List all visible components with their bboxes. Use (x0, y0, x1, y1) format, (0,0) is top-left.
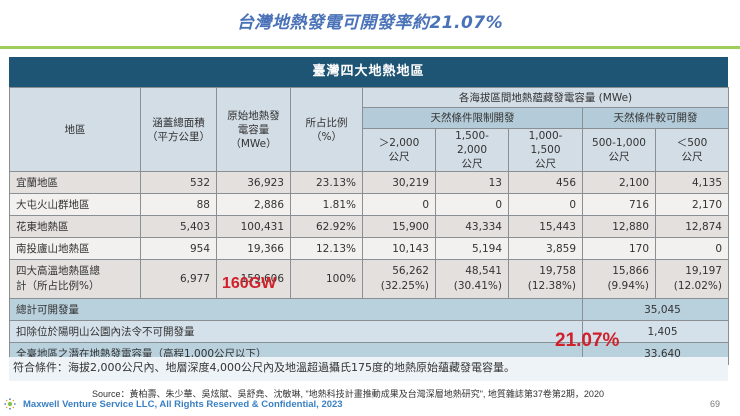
table-title: 臺灣四大地熱地區 (9, 57, 728, 87)
annotation-developable-pct: 21.07% (555, 330, 620, 351)
header-area: 涵蓋總面積（平方公里） (140, 87, 217, 172)
source-citation: Source：黃柏壽、朱少華、吳炫賦、吳舒堯、沈敏琳, "地熱科技計畫推動成果及… (92, 389, 604, 399)
header-restricted: 天然條件限制開發 (362, 107, 583, 129)
summary-row-total-developable: 總計可開發量 35,045 (9, 298, 729, 321)
header-capacity: 原始地熱發電容量（MWe） (216, 87, 291, 172)
header-share: 所占比例（%） (290, 87, 363, 172)
summary-row-yangmingshan-excluded: 扣除位於陽明山公園內法令不可開發量 1,405 (9, 320, 729, 343)
table-row: 宜蘭地區 532 36,923 23.13% 30,219 13 456 2,1… (9, 171, 729, 194)
table-row: 花東地熱區 5,403 100,431 62.92% 15,900 43,334… (9, 215, 729, 238)
header-band-4: 500-1,000 公尺 (582, 128, 656, 172)
table-row-total: 四大高溫地熱區總 計（所占比例%） 6,977 159,606 100% 56,2… (9, 259, 729, 299)
table-row: 大屯火山群地區 88 2,886 1.81% 0 0 0 716 2,170 (9, 193, 729, 216)
page-number: 69 (709, 399, 720, 409)
copyright-notice: Maxwell Venture Service LLC, All Rights … (23, 399, 343, 410)
header-band-2: 1,500-2,000 公尺 (435, 128, 509, 172)
company-logo-icon (4, 398, 16, 410)
table-row: 南投廬山地熱區 954 19,366 12.13% 10,143 5,194 3… (9, 237, 729, 260)
header-band-1: ＞2,000 公尺 (362, 128, 436, 172)
annotation-total-gw: 160GW (222, 275, 277, 292)
header-developable: 天然條件較可開發 (582, 107, 729, 129)
header-elevation-group: 各海拔區間地熱蘊藏發電容量 (MWe) (362, 87, 729, 108)
geothermal-table: 臺灣四大地熱地區 地區 涵蓋總面積（平方公里） 原始地熱發電容量（MWe） 所占… (9, 57, 729, 365)
header-region: 地區 (9, 87, 141, 172)
header-band-5: ＜500 公尺 (655, 128, 729, 172)
header-band-3: 1,000-1,500 公尺 (508, 128, 583, 172)
title-divider (0, 46, 740, 49)
data-table: 地區 涵蓋總面積（平方公里） 原始地熱發電容量（MWe） 所占比例（%） 各海拔… (9, 87, 729, 365)
table-footnote: 符合條件：海拔2,000公尺內、地層深度4,000公尺內及地溫超過攝氏175度的… (9, 357, 728, 381)
slide-title: 台灣地熱發電可開發率約21.07% (236, 13, 504, 33)
